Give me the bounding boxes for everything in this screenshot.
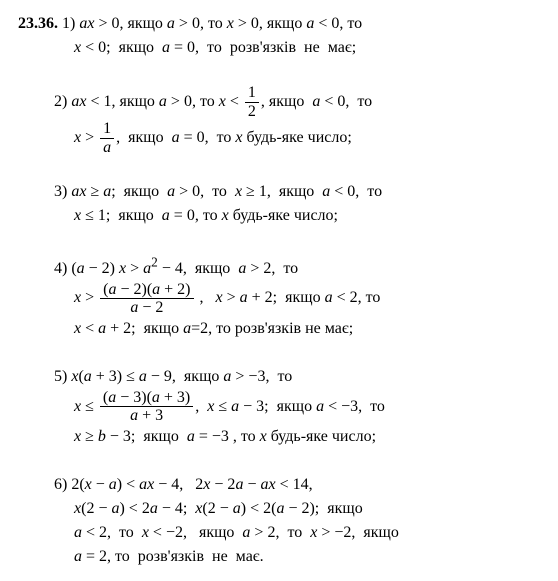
text-line: x > (a − 2)(a + 2)a − 2 , x > a + 2; якщ…: [18, 281, 540, 317]
text-content: x < 0; якщо a = 0, то розв'язків не має;: [74, 39, 356, 56]
text-content: x < a + 2; якщо a=2, то розв'язків не ма…: [74, 320, 353, 337]
text-line: x < 0; якщо a = 0, то розв'язків не має;: [18, 36, 540, 60]
spacer: [18, 166, 540, 172]
text-line: x(2 − a) < 2a − 4; x(2 − a) < 2(a − 2); …: [18, 497, 540, 521]
text-content: x > 1a, якщо a = 0, то x будь-яке число;: [74, 129, 352, 146]
text-line: 5) x(a + 3) ≤ a − 9, якщо a > −3, то: [18, 365, 540, 389]
text-line: x > 1a, якщо a = 0, то x будь-яке число;: [18, 120, 540, 156]
text-line: a < 2, то x < −2, якщо a > 2, то x > −2,…: [18, 521, 540, 545]
text-content: a < 2, то x < −2, якщо a > 2, то x > −2,…: [74, 524, 399, 541]
text-content: 5) x(a + 3) ≤ a − 9, якщо a > −3, то: [54, 368, 292, 385]
text-line: 2) ax < 1, якщо a > 0, то x < 12, якщо a…: [18, 84, 540, 120]
text-content: 6) 2(x − a) < ax − 4, 2x − 2a − ax < 14,: [54, 476, 313, 493]
text-content: x ≤ (a − 3)(a + 3)a + 3, x ≤ a − 3; якщо…: [74, 398, 385, 415]
problem-number: 23.36.: [18, 15, 58, 32]
text-line: x ≤ 1; якщо a = 0, то x будь-яке число;: [18, 204, 540, 228]
text-line: x ≥ b − 3; якщо a = −3 , то x будь-яке ч…: [18, 425, 540, 449]
text-line: a = 2, то розв'язків не має.: [18, 545, 540, 569]
spacer: [18, 351, 540, 357]
spacer: [18, 459, 540, 465]
text-line: x < a + 2; якщо a=2, то розв'язків не ма…: [18, 317, 540, 341]
math-page: 23.36. 1) ax > 0, якщо a > 0, то x > 0, …: [0, 0, 558, 581]
spacer: [18, 238, 540, 244]
lines-container: 23.36. 1) ax > 0, якщо a > 0, то x > 0, …: [18, 12, 540, 569]
text-content: 2) ax < 1, якщо a > 0, то x < 12, якщо a…: [54, 93, 372, 110]
text-content: a = 2, то розв'язків не має.: [74, 548, 264, 565]
text-line: 4) (a − 2) x > a2 − 4, якщо a > 2, то: [18, 252, 540, 280]
text-content: 3) ax ≥ a; якщо a > 0, то x ≥ 1, якщо a …: [54, 183, 382, 200]
text-content: x ≤ 1; якщо a = 0, то x будь-яке число;: [74, 207, 338, 224]
text-line: 23.36. 1) ax > 0, якщо a > 0, то x > 0, …: [18, 12, 540, 36]
text-content: x > (a − 2)(a + 2)a − 2 , x > a + 2; якщ…: [74, 289, 380, 306]
text-line: 3) ax ≥ a; якщо a > 0, то x ≥ 1, якщо a …: [18, 180, 540, 204]
spacer: [18, 70, 540, 76]
text-line: x ≤ (a − 3)(a + 3)a + 3, x ≤ a − 3; якщо…: [18, 389, 540, 425]
text-content: 4) (a − 2) x > a2 − 4, якщо a > 2, то: [54, 260, 298, 277]
text-content: x(2 − a) < 2a − 4; x(2 − a) < 2(a − 2); …: [74, 500, 363, 517]
text-content: 23.36. 1) ax > 0, якщо a > 0, то x > 0, …: [18, 15, 362, 32]
text-line: 6) 2(x − a) < ax − 4, 2x − 2a − ax < 14,: [18, 473, 540, 497]
text-content: x ≥ b − 3; якщо a = −3 , то x будь-яке ч…: [74, 428, 376, 445]
